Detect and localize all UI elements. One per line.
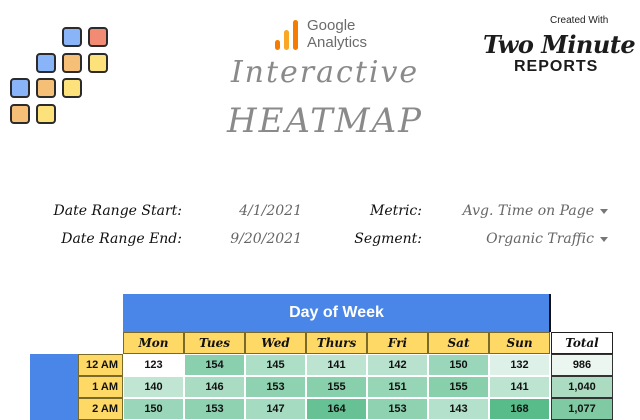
heatmap-cell: 146 bbox=[184, 376, 245, 398]
heatmap-cell: 155 bbox=[306, 376, 367, 398]
ga-logo-line2: Analytics bbox=[307, 34, 368, 51]
total-cell: 986 bbox=[551, 354, 613, 376]
total-cell: 1,040 bbox=[551, 376, 613, 398]
analytics-bars-icon bbox=[273, 18, 301, 50]
logo-block bbox=[62, 53, 82, 73]
page-title: HEATMAP bbox=[226, 101, 424, 141]
metric-label: Metric: bbox=[370, 203, 422, 219]
metric-dropdown[interactable]: Avg. Time on Page bbox=[440, 203, 608, 219]
heatmap-cell: 132 bbox=[489, 354, 550, 376]
day-header-sun: Sun bbox=[489, 332, 550, 354]
heatmap-cell: 151 bbox=[367, 376, 428, 398]
chevron-down-icon bbox=[600, 236, 608, 242]
heatmap-cell: 164 bbox=[306, 398, 367, 420]
heatmap-cell: 153 bbox=[184, 398, 245, 420]
segment-label: Segment: bbox=[354, 231, 422, 247]
heatmap-cell: 150 bbox=[428, 354, 489, 376]
heatmap-cell: 140 bbox=[123, 376, 184, 398]
hour-label: 12 AM bbox=[78, 354, 123, 376]
day-header-mon: Mon bbox=[123, 332, 184, 354]
day-header-sat: Sat bbox=[428, 332, 489, 354]
logo-block bbox=[36, 53, 56, 73]
logo-block bbox=[36, 104, 56, 124]
total-cell: 1,077 bbox=[551, 398, 613, 420]
tmr-logo-top: Two Minute bbox=[483, 30, 636, 59]
heatmap-cell: 155 bbox=[428, 376, 489, 398]
metric-value: Avg. Time on Page bbox=[462, 203, 594, 219]
logo-block bbox=[10, 78, 30, 98]
date-start-label: Date Range Start: bbox=[53, 203, 182, 219]
heatmap-cell: 142 bbox=[367, 354, 428, 376]
logo-block bbox=[36, 78, 56, 98]
day-header-fri: Fri bbox=[367, 332, 428, 354]
row-group-bar bbox=[30, 354, 78, 420]
day-header-wed: Wed bbox=[245, 332, 306, 354]
logo-block bbox=[62, 78, 82, 98]
heatmap-cell: 150 bbox=[123, 398, 184, 420]
day-header-tues: Tues bbox=[184, 332, 245, 354]
heatmap-cell: 153 bbox=[367, 398, 428, 420]
ga-logo-line1: Google bbox=[307, 17, 356, 34]
tmr-logo-bottom: REPORTS bbox=[514, 58, 599, 75]
total-header: Total bbox=[551, 332, 613, 354]
logo-block bbox=[62, 27, 82, 47]
heatmap-cell: 153 bbox=[245, 376, 306, 398]
created-with-text: Created With bbox=[550, 15, 609, 26]
date-end-value[interactable]: 9/20/2021 bbox=[230, 231, 302, 247]
hour-label: 2 AM bbox=[78, 398, 123, 420]
title-line-1: Interactive bbox=[230, 55, 420, 90]
heatmap-cell: 141 bbox=[306, 354, 367, 376]
segment-dropdown[interactable]: Organic Traffic bbox=[440, 231, 608, 247]
heatmap-cell: 154 bbox=[184, 354, 245, 376]
day-header-thurs: Thurs bbox=[306, 332, 367, 354]
date-start-value[interactable]: 4/1/2021 bbox=[239, 203, 302, 219]
heatmap-cell: 147 bbox=[245, 398, 306, 420]
chevron-down-icon bbox=[600, 208, 608, 214]
heatmap-cell: 141 bbox=[489, 376, 550, 398]
logo-block bbox=[88, 53, 108, 73]
google-analytics-logo: Google Analytics bbox=[273, 18, 393, 54]
logo-block bbox=[10, 104, 30, 124]
day-of-week-header: Day of Week bbox=[123, 294, 550, 332]
heatmap-cell: 145 bbox=[245, 354, 306, 376]
logo-block bbox=[88, 27, 108, 47]
hour-label: 1 AM bbox=[78, 376, 123, 398]
header-divider bbox=[549, 294, 551, 332]
heatmap-cell: 143 bbox=[428, 398, 489, 420]
segment-value: Organic Traffic bbox=[486, 231, 594, 247]
date-end-label: Date Range End: bbox=[61, 231, 182, 247]
heatmap-cell: 123 bbox=[123, 354, 184, 376]
heatmap-cell: 168 bbox=[489, 398, 550, 420]
